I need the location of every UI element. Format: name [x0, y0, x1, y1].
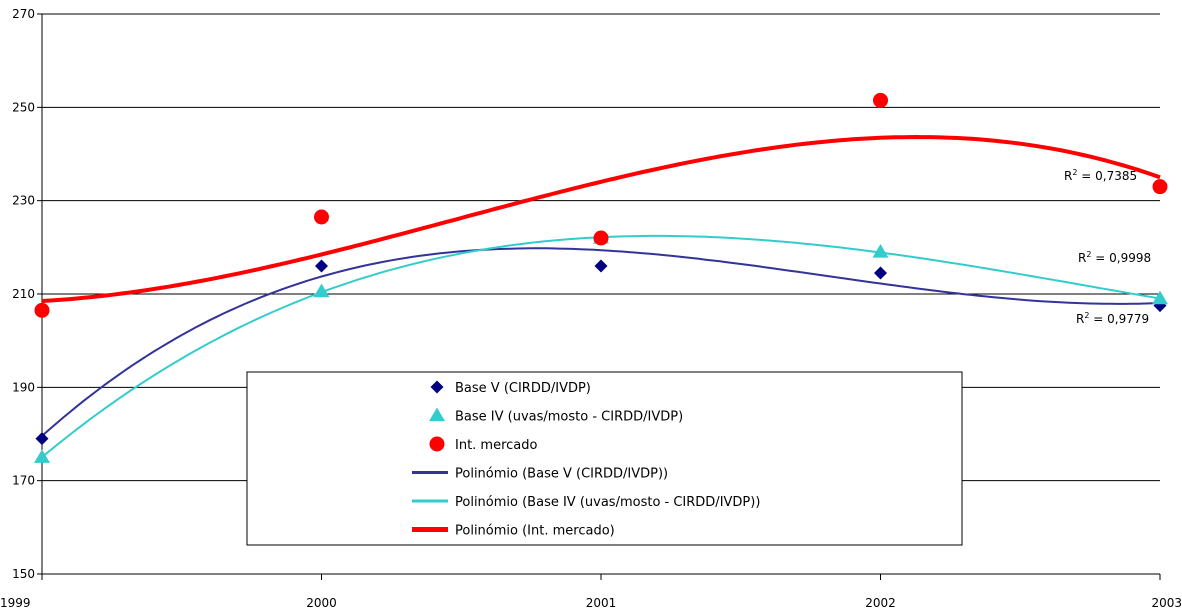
legend-label-6: Polinómio (Int. mercado): [455, 524, 615, 539]
point-series-2-2000: [313, 283, 330, 298]
r2-label-1: R2 = 0,9779: [1076, 311, 1149, 326]
r2-label-3: R2 = 0,7385: [1064, 168, 1137, 183]
legend-label-5: Polinómio (Base IV (uvas/mosto - CIRDD/I…: [455, 495, 760, 510]
y-tick-label-190: 190: [12, 380, 35, 394]
point-series-3-2000: [314, 209, 329, 225]
x-tick-label-2001: 2001: [586, 596, 617, 610]
y-tick-label-150: 150: [12, 567, 35, 581]
x-tick-label-2000: 2000: [306, 596, 337, 610]
point-series-2-2002: [872, 244, 889, 258]
r2-label-2: R2 = 0,9998: [1078, 250, 1151, 265]
point-series-2-2003: [1152, 290, 1168, 305]
legend-marker-3: [429, 436, 445, 452]
x-tick-label-2003: 2003: [1151, 596, 1182, 610]
legend-label-3: Int. mercado: [455, 438, 538, 453]
point-series-2-1999: [34, 449, 50, 463]
y-tick-label-250: 250: [12, 100, 35, 114]
legend: [246, 371, 963, 546]
y-tick-label-270: 270: [12, 7, 35, 21]
point-series-1-2000: [315, 259, 328, 273]
x-tick-label-1999: 1999: [0, 596, 31, 610]
point-series-3-1999: [34, 302, 50, 318]
legend-label-2: Base IV (uvas/mosto - CIRDD/IVDP): [455, 410, 683, 425]
legend-marker-1: [430, 380, 444, 394]
y-tick-label-230: 230: [12, 194, 35, 208]
legend-label-4: Polinómio (Base V (CIRDD/IVDP)): [455, 467, 668, 482]
y-tick-label-170: 170: [12, 474, 35, 488]
trendline-1: [41, 247, 1161, 437]
legend-label-1: Base V (CIRDD/IVDP): [455, 381, 591, 396]
x-tick-label-2002: 2002: [865, 596, 896, 610]
point-series-1-2001: [594, 259, 608, 273]
point-series-3-2003: [1152, 179, 1168, 195]
y-tick-label-210: 210: [12, 287, 35, 301]
point-series-3-2001: [593, 230, 609, 246]
point-series-3-2002: [873, 92, 888, 108]
point-series-1-1999: [35, 432, 49, 446]
trendline-3: [41, 134, 1161, 303]
point-series-1-2002: [874, 266, 887, 280]
legend-marker-2: [429, 407, 445, 422]
